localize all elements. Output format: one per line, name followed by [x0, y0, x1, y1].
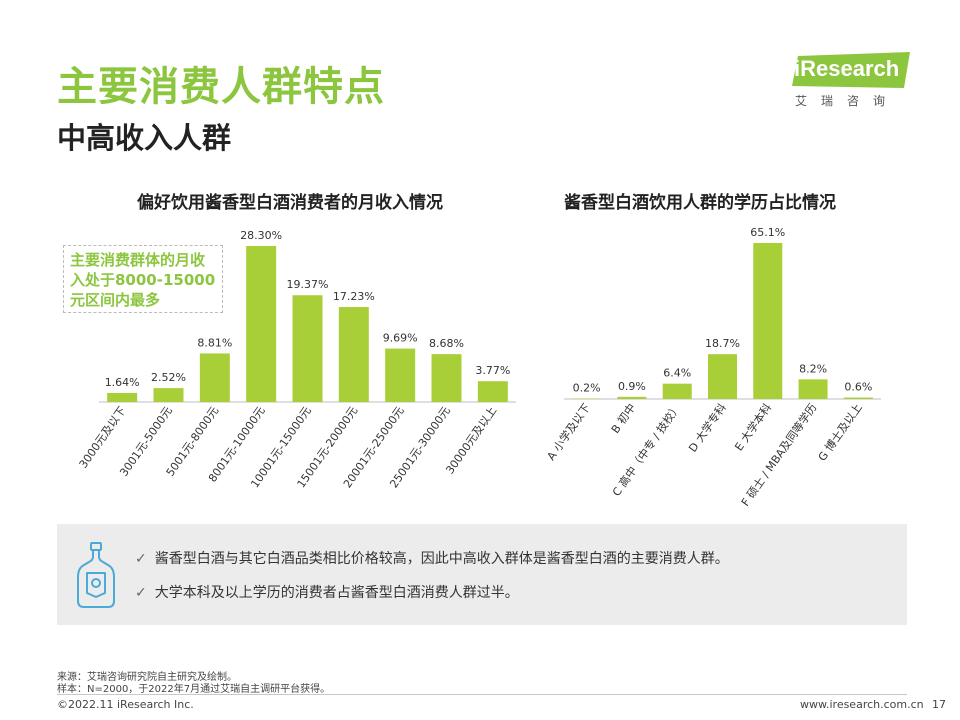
education-bar-4 — [753, 243, 783, 399]
education-value-label-5: 8.2% — [799, 362, 827, 375]
logo-brand: iResearch — [794, 56, 900, 81]
education-chart-title: 酱香型白酒饮用人群的学历占比情况 — [564, 193, 836, 213]
check-icon: ✓ — [135, 585, 147, 601]
income-value-label-5: 17.23% — [333, 290, 375, 303]
education-value-label-6: 0.6% — [844, 381, 872, 394]
source-note: 来源：艾瑞咨询研究院自主研究及绘制。 — [57, 672, 237, 683]
education-tick-label-3: D 大学专科 — [685, 401, 729, 455]
charts-canvas: 1.64%3000元及以下2.52%3001元-5000元8.81%5001元-… — [77, 226, 881, 509]
education-bar-1 — [617, 396, 647, 399]
education-tick-label-5: F 硕士 / MBA及同等学历 — [738, 401, 819, 509]
footer-divider — [57, 694, 907, 695]
annotation-line-3: 元区间内最多 — [70, 291, 161, 309]
income-bar-0 — [107, 392, 138, 402]
check-icon: ✓ — [135, 551, 147, 567]
income-bar-4 — [292, 295, 323, 402]
education-bar-5 — [798, 379, 828, 399]
annotation-line-1: 主要消费群体的月收 — [70, 251, 206, 269]
income-bar-5 — [338, 307, 369, 402]
summary-panel — [57, 524, 907, 625]
income-bar-7 — [431, 354, 462, 402]
education-value-label-2: 6.4% — [663, 367, 691, 380]
education-value-label-3: 18.7% — [705, 337, 740, 350]
education-value-label-1: 0.9% — [618, 380, 646, 393]
income-bar-6 — [385, 348, 416, 402]
income-bar-1 — [153, 388, 184, 402]
income-chart-title: 偏好饮用酱香型白酒消费者的月收入情况 — [137, 193, 443, 213]
income-value-label-0: 1.64% — [105, 376, 140, 389]
baijiu-bottle-icon — [77, 542, 115, 608]
page-number: 17 — [932, 698, 946, 711]
website-link[interactable]: www.iresearch.com.cn — [800, 698, 924, 711]
education-value-label-0: 0.2% — [573, 382, 601, 395]
income-tick-label-0: 3000元及以下 — [77, 404, 129, 470]
income-tick-label-8: 30000元及以上 — [443, 404, 499, 476]
education-tick-label-0: A 小学及以下 — [544, 401, 593, 463]
education-value-label-4: 65.1% — [750, 226, 785, 239]
income-value-label-8: 3.77% — [475, 364, 510, 377]
page-title: 主要消费人群特点 — [57, 64, 385, 110]
income-bar-3 — [246, 246, 277, 402]
iresearch-logo — [792, 52, 910, 88]
page-subtitle: 中高收入人群 — [57, 121, 232, 155]
income-annotation: 主要消费群体的月收 入处于8000-15000 元区间内最多 — [63, 245, 223, 313]
income-value-label-6: 9.69% — [383, 332, 418, 345]
income-value-label-2: 8.81% — [197, 336, 232, 349]
education-tick-label-4: E 大学本科 — [732, 401, 775, 454]
income-value-label-3: 28.30% — [240, 229, 282, 242]
annotation-line-2: 入处于8000-15000 — [70, 271, 216, 289]
copyright: ©2022.11 iResearch Inc. — [57, 698, 194, 711]
education-tick-label-6: G 博士及以上 — [816, 401, 865, 463]
education-bar-2 — [662, 383, 692, 399]
sample-note: 样本：N=2000，于2022年7月通过艾瑞自主调研平台获得。 — [57, 684, 331, 695]
summary-point-2-text: 大学本科及以上学历的消费者占酱香型白酒消费人群过半。 — [154, 585, 519, 601]
logo-subtitle: 艾瑞咨询 — [795, 94, 900, 108]
income-value-label-1: 2.52% — [151, 371, 186, 384]
income-value-label-7: 8.68% — [429, 337, 464, 350]
education-bar-6 — [843, 397, 873, 399]
summary-point-1: ✓ 酱香型白酒与其它白酒品类相比价格较高，因此中高收入群体是酱香型白酒的主要消费人… — [135, 548, 729, 568]
income-bar-8 — [477, 381, 508, 402]
education-tick-label-1: B 初中 — [608, 401, 638, 436]
summary-point-1-text: 酱香型白酒与其它白酒品类相比价格较高，因此中高收入群体是酱香型白酒的主要消费人群… — [154, 551, 729, 567]
income-bar-2 — [199, 353, 230, 402]
education-bar-3 — [708, 354, 737, 399]
summary-point-2: ✓ 大学本科及以上学历的消费者占酱香型白酒消费人群过半。 — [135, 582, 519, 602]
income-value-label-4: 19.37% — [287, 278, 329, 291]
